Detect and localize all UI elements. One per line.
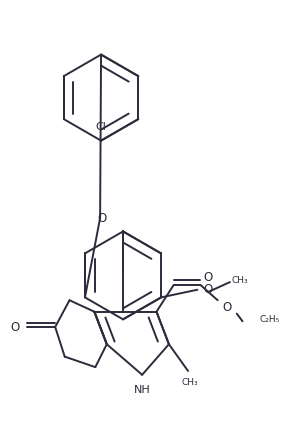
Text: O: O: [204, 271, 213, 284]
Text: Cl: Cl: [96, 122, 107, 132]
Text: CH₃: CH₃: [232, 276, 248, 285]
Text: NH: NH: [134, 385, 151, 395]
Text: O: O: [222, 301, 232, 314]
Text: C₂H₅: C₂H₅: [260, 315, 280, 324]
Text: O: O: [97, 212, 107, 225]
Text: CH₃: CH₃: [182, 378, 198, 387]
Text: O: O: [10, 321, 20, 333]
Text: O: O: [203, 283, 212, 296]
